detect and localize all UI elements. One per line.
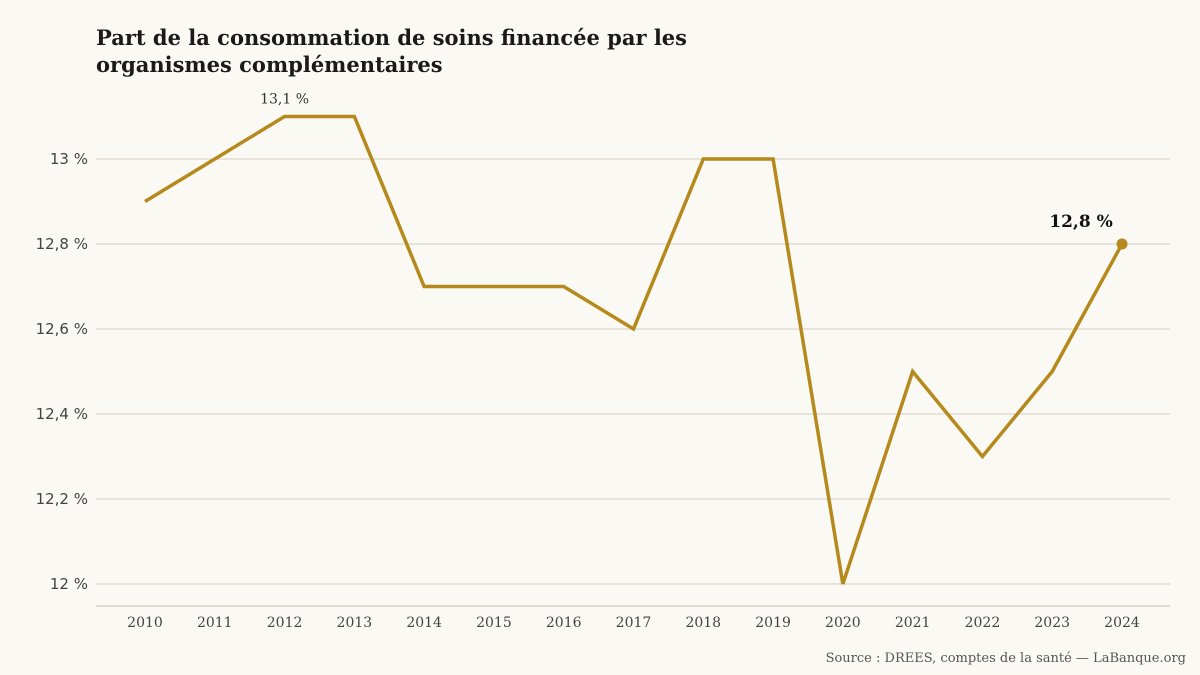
chart-title: Part de la consommation de soins financé…: [96, 25, 687, 77]
last-value-label: 12,8 %: [1049, 212, 1112, 232]
x-tick-label: 2014: [406, 615, 442, 631]
x-tick-label: 2015: [476, 615, 512, 631]
y-tick-label: 13 %: [50, 150, 88, 168]
y-tick-label: 12,2 %: [36, 490, 88, 508]
y-tick-label: 12 %: [50, 575, 88, 593]
grid-lines: [96, 158, 1170, 585]
y-tick-label: 12,4 %: [36, 405, 88, 423]
x-tick-label: 2023: [1034, 615, 1070, 631]
x-tick-label: 2017: [616, 615, 652, 631]
peak-value-label: 13,1 %: [260, 92, 309, 108]
x-tick-label: 2010: [127, 615, 163, 631]
x-tick-label: 2018: [685, 615, 721, 631]
x-tick-label: 2012: [267, 615, 303, 631]
x-tick-label: 2016: [546, 615, 582, 631]
x-axis-ticks: 2010 2011 2012 2013 2014 2015 2016 2017 2018 2019…: [127, 615, 1140, 631]
series-line: [144, 114, 1124, 585]
source-note: Source : DREES, comptes de la santé — La…: [825, 651, 1186, 666]
annotations: 13,1 % 12,8 %: [260, 92, 1128, 250]
x-tick-label: 2021: [895, 615, 931, 631]
y-axis-ticks: 12 % 12,2 % 12,4 % 12,6 % 12,8 % 13 %: [36, 150, 88, 593]
x-tick-label: 2019: [755, 615, 791, 631]
series-group: [144, 114, 1124, 585]
y-tick-label: 12,6 %: [36, 320, 88, 338]
y-tick-label: 12,8 %: [36, 235, 88, 253]
x-tick-label: 2020: [825, 615, 861, 631]
x-tick-label: 2013: [337, 615, 373, 631]
x-tick-label: 2011: [197, 615, 233, 631]
last-point-marker: [1116, 238, 1128, 250]
x-tick-label: 2024: [1104, 615, 1140, 631]
x-tick-label: 2022: [965, 615, 1001, 631]
